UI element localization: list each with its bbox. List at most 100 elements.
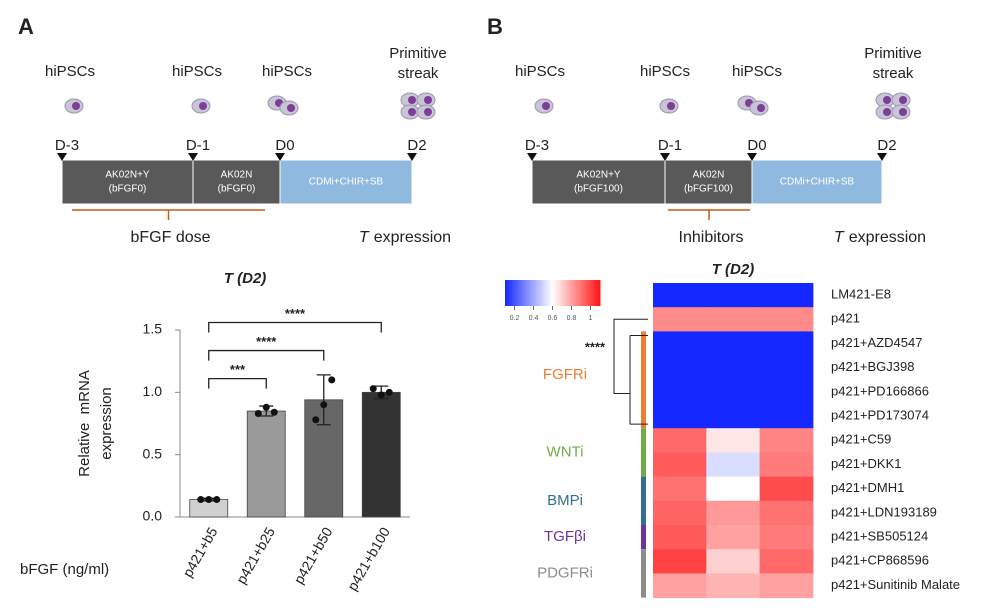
colorbar-step [573,280,577,306]
nucleus [408,108,416,116]
cell-label: hiPSCs [172,63,222,80]
stage-name: AK02N [221,170,253,181]
stage-box [192,159,281,205]
data-point [377,391,385,399]
day-label: D2 [877,137,896,154]
heatmap-cell [759,476,814,502]
nucleus [883,108,891,116]
heatmap-cell [653,331,707,357]
day-label: D2 [407,137,426,154]
heatmap-cell [759,500,814,526]
nucleus [424,96,432,104]
stage-sub: (bFGF100) [684,184,733,195]
colorbar-step [545,280,549,306]
stage-name: AK02N [693,170,725,181]
heatmap-cell [759,428,814,453]
colorbar-step [528,280,532,306]
chart-title: T (D2) [224,270,267,287]
stage-box [279,159,413,205]
significance-label: **** [585,339,606,354]
colorbar-tick-label: 1 [589,315,593,322]
significance-bracket [208,377,267,389]
heatmap-cell [653,355,707,381]
colorbar-step [583,280,587,306]
readout-text: expression [374,229,451,246]
day-marker [275,153,285,161]
group-label: TGFβi [544,528,586,545]
x-tick-label: p421+b25 [233,524,278,586]
heatmap-cell [759,379,814,405]
significance-label: *** [230,362,246,377]
stage-name: CDMi+CHIR+SB [780,177,855,188]
x-tick-label: p421+b5 [179,524,220,580]
panel-letter: A [18,14,34,39]
colorbar-step [505,280,508,306]
heatmap-cell [759,452,814,478]
cell-label: hiPSCs [515,63,565,80]
heatmap-cell [653,573,707,599]
day-marker [527,153,537,161]
colorbar-step [550,280,553,306]
colorbar-step [516,280,520,306]
heatmap-cell [759,331,814,357]
colorbar-step [578,280,582,306]
data-point [213,496,221,504]
y-tick-label: 1.5 [143,321,163,337]
row-label: p421+C59 [831,432,891,447]
row-label: p421+LDN193189 [831,504,937,519]
data-point [328,376,336,384]
colorbar-tick-label: 0.4 [529,315,539,322]
nucleus [757,104,765,112]
row-label: p421+PD173074 [831,408,929,423]
colorbar-step [552,280,556,306]
bracket-label: Inhibitors [679,229,744,246]
day-label: D-3 [525,137,549,154]
day-marker [57,153,67,161]
data-point [254,410,262,418]
heatmap-cell [706,452,761,478]
stage-box [61,159,194,205]
stage-name: AK02N+Y [576,170,621,181]
cell-label: hiPSCs [45,63,95,80]
day-marker [877,153,887,161]
nucleus [883,96,891,104]
colorbar-step [509,280,513,306]
colorbar-step [543,280,546,306]
cell-label: hiPSCs [732,63,782,80]
day-marker [747,153,757,161]
data-point [197,496,205,504]
heatmap-cell [759,355,814,381]
data-point [369,385,377,393]
x-axis-label: bFGF (ng/ml) [20,561,109,578]
day-label: D0 [747,137,766,154]
cell-label: streak [398,65,439,82]
colorbar-step [540,280,544,306]
group-bar [641,476,646,525]
nucleus [424,108,432,116]
row-label: p421+AZD4547 [831,335,922,350]
nucleus [72,102,80,110]
heatmap-cell [653,476,707,502]
nucleus [287,104,295,112]
y-axis-label: Relative mRNA [76,370,93,477]
colorbar-step [557,280,561,306]
stage-name: CDMi+CHIR+SB [309,177,384,188]
heatmap-cell [653,404,707,429]
row-label: p421+BGJ398 [831,359,914,374]
heatmap-cell [653,379,707,405]
colorbar-step [581,280,584,306]
row-label: p421+DKK1 [831,456,901,471]
stage-box [531,159,666,205]
heatmap-cell [759,307,814,332]
significance-label: **** [285,306,306,321]
colorbar-tick-label: 0.6 [548,315,558,322]
data-point [312,416,320,424]
row-label: p421+DMH1 [831,480,904,495]
colorbar-tick-label: 0.2 [510,315,520,322]
row-label: LM421-E8 [831,287,891,302]
day-label: D-1 [186,137,210,154]
stage-sub: (bFGF100) [574,184,623,195]
